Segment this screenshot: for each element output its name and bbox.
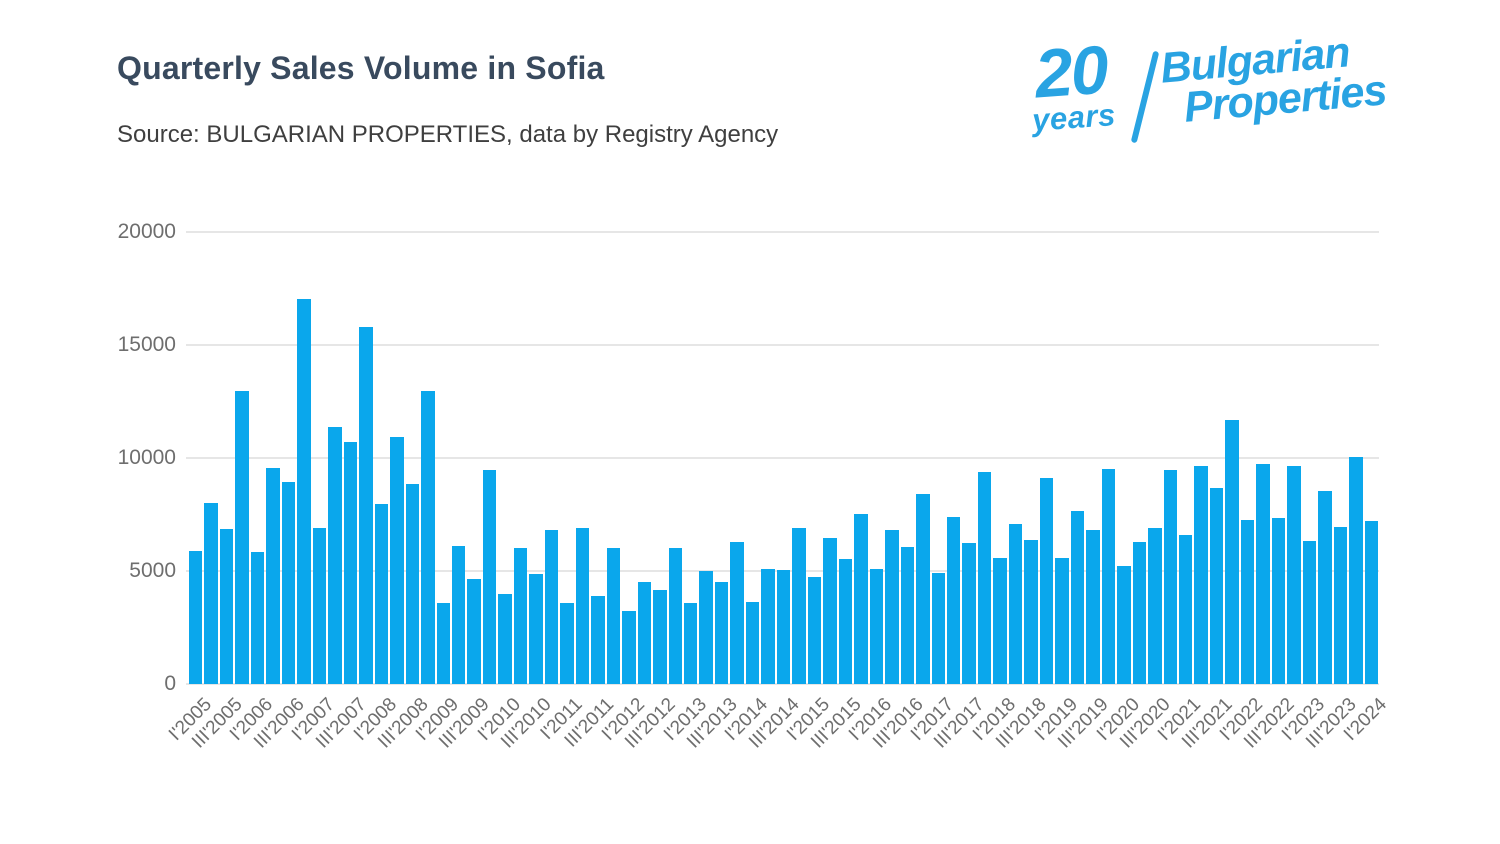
- bar-I'2015: [807, 577, 822, 684]
- page-title: Quarterly Sales Volume in Sofia: [117, 50, 605, 86]
- bar-II'2019: [1070, 511, 1085, 684]
- bar-IV'2018: [1039, 478, 1054, 684]
- bar-IV'2007: [359, 327, 373, 684]
- bars-container: [189, 232, 1379, 684]
- bar-III'2014: [776, 570, 791, 684]
- bar-I'2013: [684, 603, 698, 684]
- bar-III'2006: [281, 482, 296, 684]
- bar-III'2022: [1271, 518, 1286, 684]
- bar-I'2005: [189, 551, 203, 684]
- y-tick-label: 10000: [117, 446, 176, 469]
- bar-II'2008: [390, 437, 404, 684]
- bar-II'2022: [1256, 464, 1270, 684]
- bar-I'2022: [1240, 520, 1255, 684]
- bar-IV'2022: [1287, 466, 1301, 684]
- bar-II'2011: [575, 528, 590, 684]
- bar-I'2016: [869, 569, 884, 684]
- bar-III'2021: [1209, 488, 1224, 684]
- bar-II'2015: [823, 538, 837, 684]
- bar-III'2015: [838, 559, 853, 684]
- bar-IV'2016: [916, 494, 930, 684]
- bar-IV'2005: [235, 391, 249, 684]
- y-tick-label: 5000: [129, 559, 176, 582]
- bar-III'2016: [900, 547, 915, 684]
- bar-I'2023: [1302, 541, 1317, 684]
- gridline: [186, 457, 1379, 459]
- bar-II'2009: [451, 546, 466, 684]
- bar-I'2009: [436, 603, 450, 684]
- bar-III'2017: [962, 543, 976, 684]
- bar-IV'2014: [792, 528, 806, 684]
- bar-III'2009: [467, 579, 481, 684]
- bar-II'2018: [1008, 524, 1023, 684]
- bar-III'2013: [714, 582, 729, 684]
- bar-II'2021: [1194, 466, 1208, 684]
- bar-I'2018: [993, 558, 1007, 684]
- bar-III'2011: [591, 596, 605, 684]
- bar-IV'2012: [668, 548, 682, 684]
- y-tick-label: 15000: [117, 333, 176, 356]
- bar-II'2020: [1132, 542, 1147, 684]
- bar-I'2008: [374, 504, 389, 684]
- y-tick-label: 0: [164, 672, 176, 695]
- bar-III'2005: [219, 529, 234, 684]
- bar-III'2023: [1333, 527, 1348, 684]
- bar-I'2011: [560, 603, 574, 684]
- bar-I'2020: [1117, 566, 1131, 684]
- bar-I'2019: [1055, 558, 1069, 684]
- bar-IV'2009: [482, 470, 497, 684]
- bar-IV'2013: [730, 542, 744, 684]
- bar-IV'2015: [854, 514, 868, 684]
- bar-II'2012: [637, 582, 652, 684]
- bar-IV'2021: [1225, 420, 1239, 684]
- gridline: [186, 344, 1379, 346]
- gridline: [186, 231, 1379, 233]
- bar-I'2007: [312, 528, 327, 684]
- bar-IV'2010: [544, 530, 559, 684]
- bar-II'2006: [266, 468, 280, 684]
- bar-IV'2011: [606, 548, 621, 684]
- bar-IV'2020: [1163, 470, 1177, 684]
- bar-IV'2008: [421, 391, 435, 684]
- bar-II'2005: [204, 503, 218, 684]
- bar-III'2019: [1086, 530, 1100, 684]
- bar-I'2024: [1364, 521, 1379, 684]
- source-note: Source: BULGARIAN PROPERTIES, data by Re…: [117, 121, 779, 148]
- bar-III'2008: [405, 484, 420, 684]
- bar-I'2014: [745, 602, 760, 684]
- bar-IV'2019: [1101, 469, 1116, 684]
- bar-II'2013: [699, 571, 713, 684]
- y-tick-label: 20000: [117, 220, 176, 243]
- bar-III'2018: [1024, 540, 1038, 684]
- bar-II'2017: [946, 517, 961, 684]
- bar-II'2007: [328, 427, 342, 684]
- bar-IV'2017: [977, 472, 992, 684]
- bar-IV'2006: [297, 299, 311, 684]
- bar-I'2017: [931, 573, 945, 684]
- bar-IV'2023: [1349, 457, 1363, 684]
- bar-II'2016: [885, 530, 899, 684]
- bar-II'2023: [1318, 491, 1332, 684]
- bar-I'2012: [622, 611, 636, 684]
- bar-III'2020: [1148, 528, 1162, 684]
- bar-III'2007: [343, 442, 358, 684]
- bar-II'2010: [513, 548, 528, 684]
- bar-III'2010: [529, 574, 543, 684]
- bar-II'2014: [761, 569, 775, 684]
- bar-I'2010: [498, 594, 512, 684]
- bar-III'2012: [653, 590, 667, 684]
- bar-I'2006: [250, 552, 265, 684]
- bar-I'2021: [1179, 535, 1193, 684]
- gridline: [186, 683, 1379, 685]
